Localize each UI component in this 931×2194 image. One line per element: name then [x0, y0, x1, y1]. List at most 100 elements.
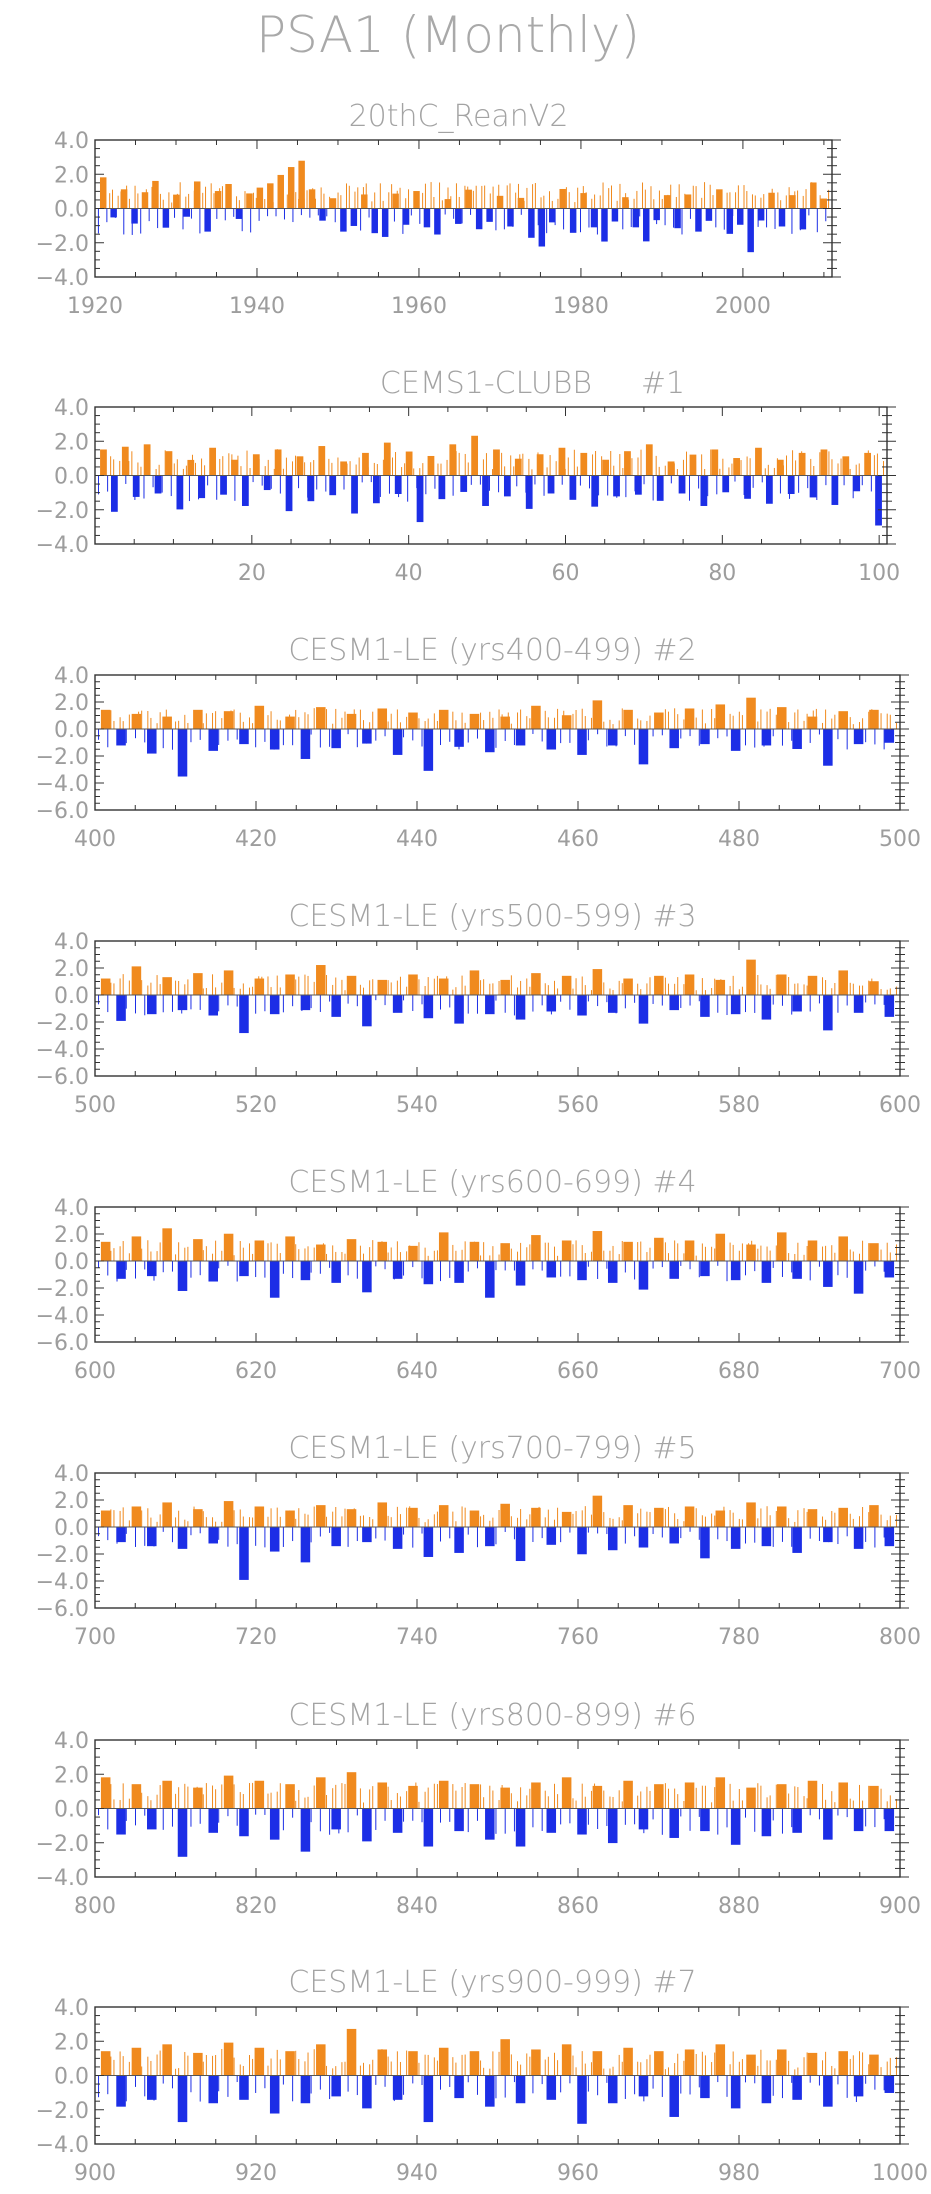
data-bar: [577, 1527, 587, 1555]
x-tick-label: 1980: [553, 294, 609, 319]
data-bar: [362, 452, 369, 476]
data-bar: [239, 1261, 249, 1277]
panel-title: CESM1-LE (yrs800-899) #6: [288, 1698, 696, 1733]
data-bar: [669, 995, 679, 1011]
data-bar: [239, 995, 249, 1034]
data-bar: [223, 1775, 234, 1809]
data-bar: [549, 208, 556, 223]
data-bar: [285, 475, 293, 512]
data-bar: [514, 458, 522, 476]
y-tick-label: −2.0: [36, 232, 89, 257]
y-tick-label: 0.0: [54, 984, 89, 1009]
data-bar: [746, 2054, 756, 2076]
data-bar: [147, 729, 157, 754]
data-bar: [569, 208, 577, 233]
data-bar: [371, 208, 378, 234]
data-bar: [454, 995, 464, 1024]
data-bar: [316, 707, 326, 729]
data-bar: [577, 729, 587, 755]
x-tick-label: 640: [396, 1359, 438, 1384]
data-bar: [761, 1808, 772, 1837]
data-bar: [715, 2044, 726, 2076]
data-bar: [700, 1261, 710, 1277]
data-bar: [674, 208, 681, 229]
data-bar: [607, 995, 618, 1013]
data-bar: [235, 208, 243, 219]
data-bar: [792, 1261, 802, 1279]
data-bar: [121, 446, 129, 476]
data-bar: [485, 995, 495, 1015]
y-tick-label: 4.0: [54, 664, 89, 689]
data-bar: [761, 729, 772, 746]
data-bar: [823, 995, 833, 1031]
data-bar: [500, 1787, 510, 1809]
data-bar: [100, 449, 107, 476]
data-bar: [116, 995, 126, 1021]
data-bar: [515, 1261, 526, 1286]
x-tick-label: 920: [235, 2161, 277, 2186]
data-bar: [823, 1261, 833, 1287]
data-bar: [263, 475, 271, 491]
data-bar: [761, 1261, 772, 1283]
x-tick-label: 1940: [229, 294, 285, 319]
x-tick-label: 800: [74, 1894, 116, 1919]
x-tick-label: 780: [718, 1625, 760, 1650]
data-bar: [623, 1505, 633, 1527]
data-bar: [482, 475, 489, 506]
y-tick-label: 0.0: [54, 1250, 89, 1275]
data-bar: [577, 2075, 587, 2124]
data-bar: [558, 447, 566, 476]
data-bar: [223, 970, 234, 995]
data-bar: [591, 475, 599, 507]
data-bar: [592, 969, 603, 995]
data-bar: [678, 475, 686, 494]
data-bar: [162, 208, 170, 228]
data-bar: [623, 709, 633, 729]
data-bar: [746, 697, 756, 729]
x-tick-label: 960: [557, 2161, 599, 2186]
y-tick-label: 2.0: [54, 163, 89, 188]
data-bar: [561, 1511, 572, 1527]
data-bar: [204, 208, 211, 232]
data-bar: [485, 1808, 495, 1840]
y-tick-label: 4.0: [54, 1729, 89, 1754]
data-bar: [607, 729, 618, 746]
data-bar: [377, 979, 388, 995]
data-bar: [223, 711, 234, 729]
data-bar: [515, 1808, 526, 1847]
data-bar: [308, 189, 316, 209]
data-bar: [807, 975, 818, 995]
data-bar: [684, 2049, 695, 2076]
data-bar: [177, 2075, 188, 2123]
data-bar: [823, 1527, 833, 1543]
y-tick-label: 0.0: [54, 465, 89, 490]
x-tick-label: 2000: [715, 294, 771, 319]
data-bar: [177, 1527, 188, 1549]
x-tick-label: 720: [235, 1625, 277, 1650]
data-bar: [669, 1808, 679, 1838]
x-tick-label: 660: [557, 1359, 599, 1384]
data-bar: [269, 2075, 280, 2114]
data-bar: [726, 208, 734, 234]
data-bar: [176, 475, 184, 510]
data-bar: [165, 451, 173, 476]
data-bar: [208, 1261, 219, 1282]
data-bar: [438, 978, 449, 995]
panel-title: CESM1-LE (yrs600-699) #4: [288, 1165, 696, 1200]
x-tick-label: 900: [879, 1894, 921, 1919]
data-bar: [438, 1505, 449, 1527]
data-bar: [700, 1808, 710, 1832]
data-bar: [715, 1510, 726, 1527]
data-bar: [423, 1808, 434, 1847]
data-bar: [131, 966, 142, 995]
data-bar: [141, 192, 149, 209]
data-bar: [525, 475, 533, 509]
data-bar: [684, 1782, 695, 1809]
data-bar: [592, 1495, 603, 1527]
data-bar: [362, 1808, 372, 1842]
data-bar: [546, 2075, 557, 2100]
data-bar: [669, 2075, 679, 2117]
data-bar: [285, 1510, 295, 1527]
y-tick-label: 0.0: [54, 718, 89, 743]
